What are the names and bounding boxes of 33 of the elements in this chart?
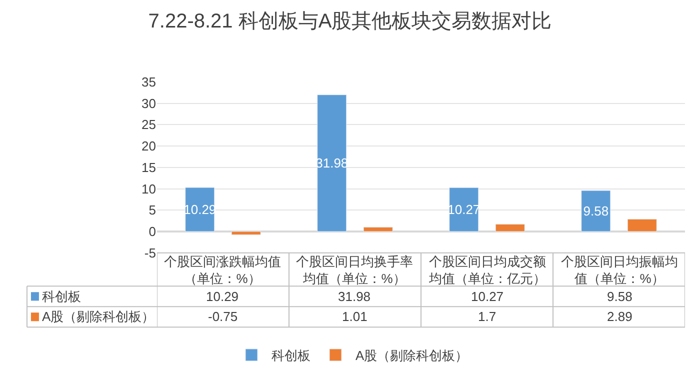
bar — [231, 231, 261, 235]
y-tick-label: 5 — [148, 202, 156, 218]
data-label: -0.75 — [208, 309, 238, 324]
y-tick-label: 0 — [148, 224, 156, 240]
x-tick-label: 个股区间日均成交额均值（单位：亿元） — [428, 254, 546, 286]
legend-label: 科创板 — [272, 348, 310, 364]
legend-label: A股（剔除科创板） — [42, 309, 155, 324]
x-tick-label: 个股区间日均振幅均值（单位：%） — [561, 254, 678, 286]
y-tick-label: 30 — [142, 96, 156, 111]
y-tick-label: -5 — [144, 245, 156, 260]
data-label: 1.01 — [342, 309, 368, 324]
bar — [317, 94, 347, 232]
chart-title: 7.22-8.21 科创板与A股其他板块交易数据对比 — [148, 10, 552, 33]
data-label: 10.29 — [206, 289, 239, 304]
bar — [495, 224, 525, 232]
data-label: 2.89 — [607, 309, 632, 324]
bar — [627, 218, 657, 232]
x-tick-label: 个股区间日均换手率均值（单位：%） — [296, 254, 413, 286]
data-label: 31.98 — [338, 289, 371, 304]
y-tick-label: 25 — [142, 117, 156, 132]
data-label: 9.58 — [607, 289, 632, 304]
bar — [581, 190, 611, 232]
y-tick-label: 15 — [142, 160, 156, 175]
y-tick-label: 10 — [142, 181, 156, 196]
text: A股（剔除科创板） — [356, 348, 468, 364]
data-label: 1.7 — [478, 309, 496, 324]
text: 科创板 — [42, 289, 81, 304]
bar — [363, 226, 393, 232]
x-tick-label: 个股区间涨跌幅均值（单位：%） — [164, 254, 281, 286]
y-tick-label: 20 — [142, 138, 156, 154]
text: 9.58 — [583, 204, 609, 219]
y-tick-label: 35 — [142, 74, 156, 90]
data-label: 10.27 — [471, 289, 504, 304]
